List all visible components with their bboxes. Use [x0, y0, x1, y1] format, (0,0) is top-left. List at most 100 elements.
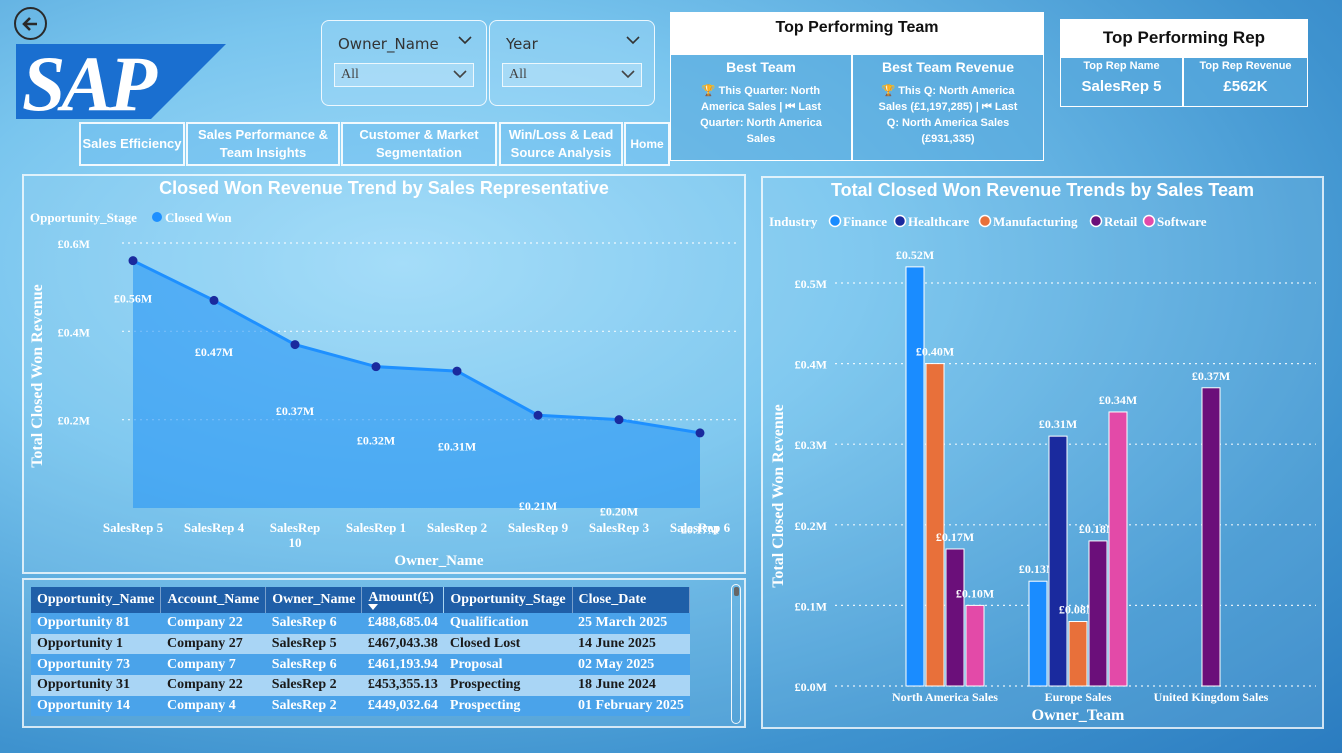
column-header[interactable]: Opportunity_Name: [31, 587, 162, 613]
legend-item: Software: [1157, 214, 1207, 229]
x-tick-label: SalesRep 6: [670, 520, 731, 535]
opportunities-table: Opportunity_Name Account_Name Owner_Name Am…: [31, 587, 691, 717]
owner-name-selected: All: [341, 67, 359, 82]
nav-customer-market[interactable]: Customer & Market Segmentation: [341, 122, 497, 166]
table-row[interactable]: Opportunity 1 Company 27 SalesRep 5 £467,04…: [31, 633, 690, 655]
bar: [1068, 621, 1088, 687]
y-axis-title: Total Closed Won Revenue: [770, 404, 787, 588]
owner-name-dropdown[interactable]: All: [334, 63, 474, 87]
data-label: £0.31M: [1039, 417, 1077, 431]
table-cell: £488,685.04: [361, 613, 444, 634]
data-label: £0.47M: [195, 345, 233, 359]
legend-item: Healthcare: [908, 214, 969, 229]
data-point: [614, 415, 624, 425]
bar: [1028, 580, 1048, 687]
table-cell: Qualification: [443, 613, 573, 634]
legend-marker: [1089, 214, 1103, 228]
data-point: [290, 340, 300, 350]
table-cell: Prospecting: [443, 675, 573, 696]
table-cell: Opportunity 14: [31, 695, 161, 717]
top-rep-revenue-cell: Top Rep Revenue £562K: [1183, 57, 1308, 107]
table-scrollbar[interactable]: [731, 584, 741, 724]
best-revenue-text: Sales (£1,197,285) | ⏮ Last: [878, 101, 1018, 113]
bar: [1088, 540, 1108, 687]
y-tick-label: £0.4M: [795, 358, 827, 372]
table-cell: £449,032.64: [361, 695, 444, 717]
x-tick-label: SalesRep 5: [103, 520, 164, 535]
table-cell: Company 22: [160, 675, 266, 696]
x-tick-label: SalesRep 9: [508, 520, 569, 535]
line-chart-panel: Closed Won Revenue Trend by Sales Repres…: [22, 174, 746, 574]
table-row[interactable]: Opportunity 73 Company 7 SalesRep 6 £461,19…: [31, 654, 690, 676]
best-team-cell: Best Team 🏆 This Quarter: North America …: [670, 54, 852, 161]
top-rep-revenue-value: £562K: [1223, 78, 1268, 95]
year-selected: All: [509, 67, 527, 82]
table-cell: Company 7: [160, 654, 266, 676]
nav-sales-efficiency[interactable]: Sales Efficiency: [79, 122, 185, 166]
x-tick-label: SalesRep 3: [589, 520, 650, 535]
best-team-text: Sales: [746, 133, 776, 145]
bar: [925, 363, 945, 687]
legend-marker: [828, 214, 842, 228]
y-tick-label: £0.6M: [58, 237, 90, 251]
table-cell: £453,355.13: [361, 675, 444, 696]
nav-sales-performance[interactable]: Sales Performance & Team Insights: [186, 122, 340, 166]
best-team-revenue-cell: Best Team Revenue 🏆 This Q: North Americ…: [852, 54, 1044, 161]
top-rep-name-label: Top Rep Name: [1083, 60, 1160, 72]
chevron-down-icon: [621, 70, 635, 79]
table-cell: Opportunity 73: [31, 654, 161, 676]
table-cell: SalesRep 2: [265, 695, 362, 717]
column-header[interactable]: Owner_Name: [265, 587, 363, 613]
line-chart: Opportunity_Stage Closed Won £0.2M £0.4M £0.…: [29, 210, 736, 569]
y-axis-title: Total Closed Won Revenue: [29, 284, 46, 468]
column-header[interactable]: Opportunity_Stage: [443, 587, 573, 613]
year-slicer-title: Year: [506, 35, 538, 53]
data-label: £0.37M: [276, 404, 314, 418]
nav-label: Source Analysis: [510, 145, 612, 160]
data-label: £0.56M: [114, 292, 152, 306]
table-body: Opportunity 81 Company 22 SalesRep 6 £488,6…: [31, 613, 690, 717]
nav-winloss[interactable]: Win/Loss & Lead Source Analysis: [499, 122, 623, 166]
legend-item: Closed Won: [165, 210, 232, 225]
data-label: £0.08M: [1059, 603, 1097, 617]
table-cell: Closed Lost: [443, 633, 573, 655]
legend-marker: [978, 214, 992, 228]
data-label: £0.20M: [600, 505, 638, 519]
year-dropdown[interactable]: All: [502, 63, 642, 87]
line-chart-title: Closed Won Revenue Trend by Sales Repres…: [159, 178, 609, 198]
top-rep-revenue-label: Top Rep Revenue: [1199, 60, 1292, 72]
column-header[interactable]: Account_Name: [160, 587, 267, 613]
table-cell: 18 June 2024: [572, 675, 690, 696]
best-team-text: America Sales | ⏮ Last: [701, 101, 821, 113]
chevron-down-icon[interactable]: [458, 35, 472, 45]
table-cell: SalesRep 2: [265, 675, 362, 696]
table-row[interactable]: Opportunity 31 Company 22 SalesRep 2 £453,3…: [31, 675, 690, 696]
table-cell: SalesRep 6: [265, 613, 362, 634]
owner-name-slicer: Owner_Name All: [321, 20, 487, 106]
column-header[interactable]: Close_Date: [572, 587, 691, 613]
chevron-down-icon[interactable]: [626, 35, 640, 45]
table-cell: Company 27: [160, 633, 266, 655]
best-team-label: Best Team: [726, 59, 796, 75]
column-header[interactable]: Amount(£): [361, 587, 445, 613]
top-team-title: Top Performing Team: [670, 12, 1044, 54]
legend-item: Manufacturing: [993, 214, 1078, 229]
table-cell: 25 March 2025: [572, 613, 690, 634]
table-cell: 01 February 2025: [572, 695, 690, 717]
area-fill: [133, 260, 700, 508]
table-cell: SalesRep 5: [265, 633, 362, 655]
back-button[interactable]: [14, 7, 47, 40]
scrollbar-thumb[interactable]: [733, 587, 739, 596]
table-row[interactable]: Opportunity 81 Company 22 SalesRep 6 £488,6…: [31, 613, 690, 634]
data-point: [371, 362, 381, 372]
bar: [965, 604, 985, 687]
nav-home[interactable]: Home: [624, 122, 670, 166]
table-cell: £461,193.94: [361, 654, 444, 676]
owner-name-slicer-title: Owner_Name: [338, 35, 439, 53]
table-row[interactable]: Opportunity 14 Company 4 SalesRep 2 £449,03…: [31, 695, 690, 717]
data-label: £0.13M: [1019, 562, 1057, 576]
x-tick-label: SalesRep 4: [184, 520, 245, 535]
x-tick-label: 10: [289, 535, 302, 550]
series-line: [132, 259, 701, 435]
nav-label: Team Insights: [219, 145, 307, 160]
